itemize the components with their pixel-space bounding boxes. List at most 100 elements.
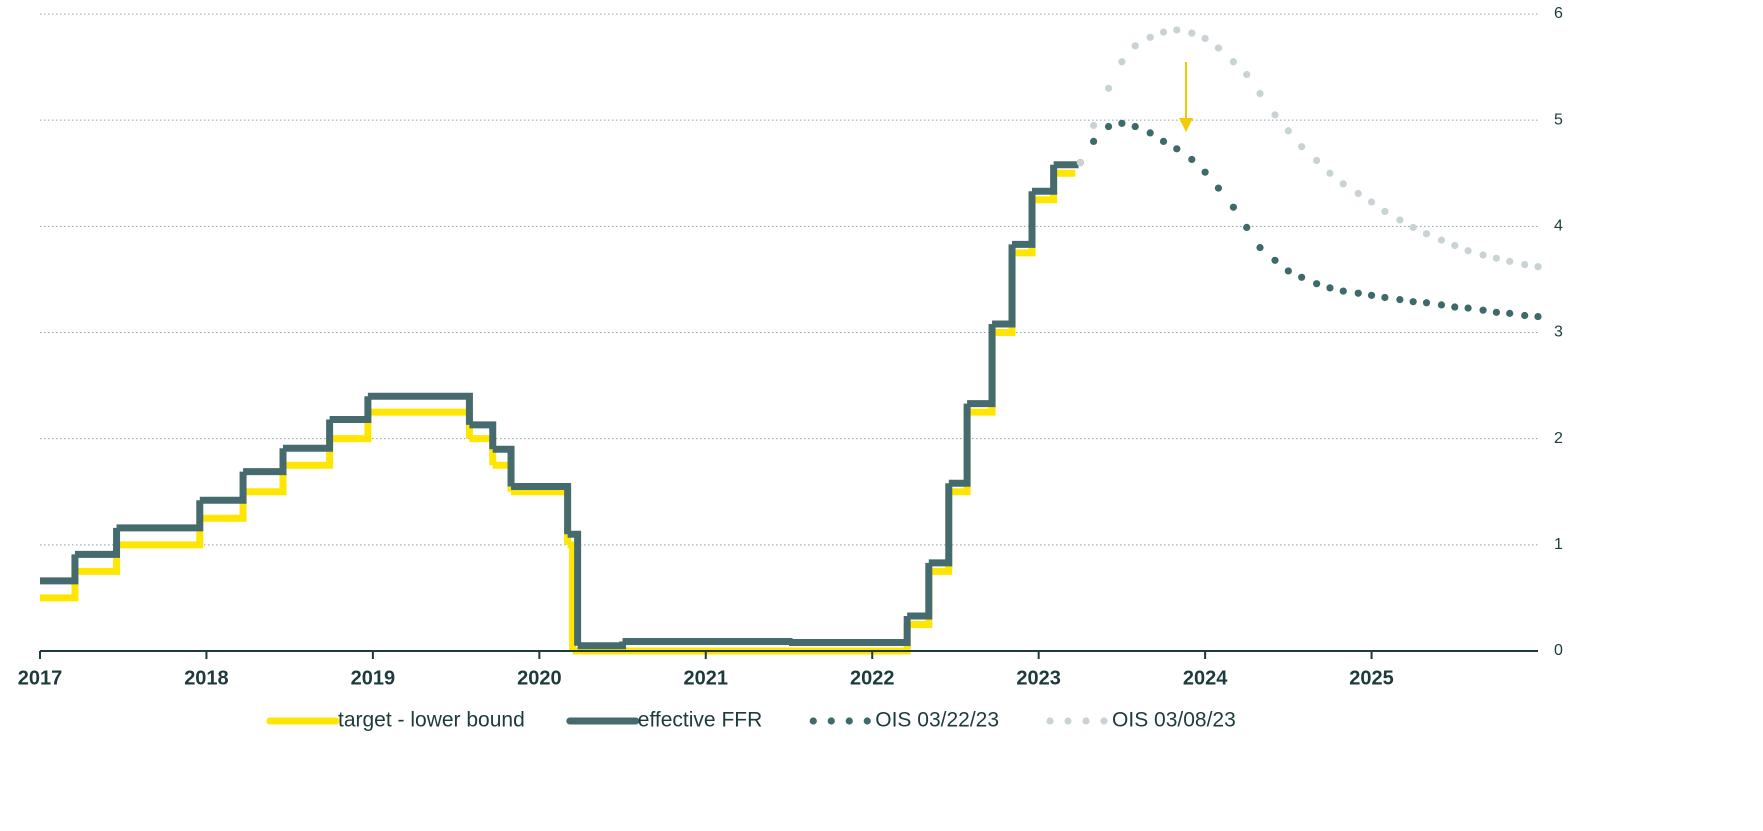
point	[1089, 137, 1098, 145]
x-tick-label: 2022	[850, 667, 895, 689]
point	[1506, 309, 1514, 317]
point	[1534, 263, 1542, 271]
point	[1188, 155, 1196, 164]
step-segment	[907, 562, 933, 620]
point	[1229, 203, 1238, 211]
x-tick-label: 2021	[684, 667, 729, 689]
step-segment	[1012, 191, 1036, 248]
point	[1354, 189, 1362, 198]
point	[1076, 159, 1084, 167]
point	[1396, 295, 1404, 304]
step-segment	[283, 438, 334, 469]
y-tick-label: 6	[1554, 5, 1563, 22]
legend-swatch	[1082, 717, 1090, 725]
point	[1131, 42, 1139, 50]
step-segment	[40, 554, 79, 585]
point	[1131, 122, 1139, 131]
point	[1104, 84, 1113, 92]
point	[1146, 129, 1154, 137]
step-segment	[40, 571, 79, 602]
step-segment	[928, 483, 953, 567]
step-segment	[199, 471, 247, 504]
point	[1201, 34, 1209, 43]
point	[1381, 207, 1389, 216]
point	[1326, 169, 1334, 177]
point	[1271, 111, 1279, 119]
step-segment	[469, 421, 497, 450]
x-tick-label: 2024	[1183, 667, 1228, 689]
point	[1339, 287, 1347, 295]
point	[1437, 301, 1446, 309]
point	[1146, 33, 1154, 41]
annotation-arrowhead	[1179, 118, 1193, 132]
point	[1313, 156, 1321, 165]
step-segment	[967, 324, 996, 408]
x-tick-label: 2019	[351, 667, 396, 689]
legend-swatch	[1100, 717, 1108, 725]
point	[1298, 273, 1306, 281]
point	[1464, 247, 1472, 255]
point	[1173, 145, 1181, 153]
legend-label: OIS 03/08/23	[1112, 709, 1236, 732]
step-segment	[367, 392, 473, 425]
step-segment	[492, 445, 515, 487]
point	[1464, 304, 1472, 312]
y-tick-label: 1	[1554, 536, 1563, 553]
point	[1506, 257, 1514, 265]
step-segment	[948, 403, 971, 487]
point	[1256, 90, 1264, 98]
point	[1214, 184, 1223, 192]
point	[1492, 254, 1500, 262]
point	[1521, 260, 1529, 269]
point	[1313, 280, 1321, 288]
step-line	[40, 169, 1076, 655]
step-segment	[74, 527, 121, 558]
step-segment	[622, 637, 793, 645]
axes: 0 1 2 3 4 5 6 2017 2018 2019 2020 2021 2022 2023 2024 2…	[18, 5, 1563, 689]
point	[1104, 122, 1113, 131]
point	[1243, 70, 1251, 79]
legend-swatch	[1046, 717, 1054, 725]
step-segment	[789, 615, 911, 647]
point	[1173, 26, 1181, 34]
y-tick-label: 0	[1554, 642, 1563, 659]
dotted-line	[1076, 26, 1542, 271]
point	[1118, 119, 1126, 127]
y-tick-label: 3	[1554, 324, 1563, 341]
x-tick-label: 2017	[18, 667, 63, 689]
point	[1354, 289, 1362, 297]
legend-swatch	[845, 717, 853, 725]
point	[1422, 299, 1431, 307]
point	[1118, 58, 1126, 66]
point	[1437, 236, 1446, 244]
point	[1284, 127, 1292, 135]
point	[1396, 216, 1404, 224]
point	[1243, 223, 1251, 231]
point	[1339, 180, 1347, 188]
point	[1188, 29, 1196, 37]
step-segment	[577, 641, 627, 650]
step-segment	[199, 491, 247, 522]
legend-swatch	[863, 717, 871, 725]
x-tick-label: 2025	[1349, 667, 1394, 689]
x-tick-label: 2018	[184, 667, 229, 689]
legend-label: target - lower bound	[338, 709, 525, 732]
point	[1409, 223, 1417, 231]
grid	[40, 13, 1538, 652]
dotted-line	[1076, 119, 1542, 321]
point	[1284, 267, 1292, 275]
point	[1409, 298, 1417, 306]
point	[1298, 143, 1306, 151]
step-segment	[74, 544, 121, 575]
point	[1381, 293, 1389, 302]
plot-area	[40, 26, 1542, 655]
step-segment	[511, 488, 572, 545]
x-tick-label: 2023	[1016, 667, 1061, 689]
point	[1256, 243, 1264, 252]
step-segment	[367, 408, 473, 439]
step-segment	[567, 530, 582, 646]
y-tick-label: 5	[1554, 111, 1563, 128]
point	[1159, 137, 1168, 145]
point	[1534, 312, 1542, 321]
